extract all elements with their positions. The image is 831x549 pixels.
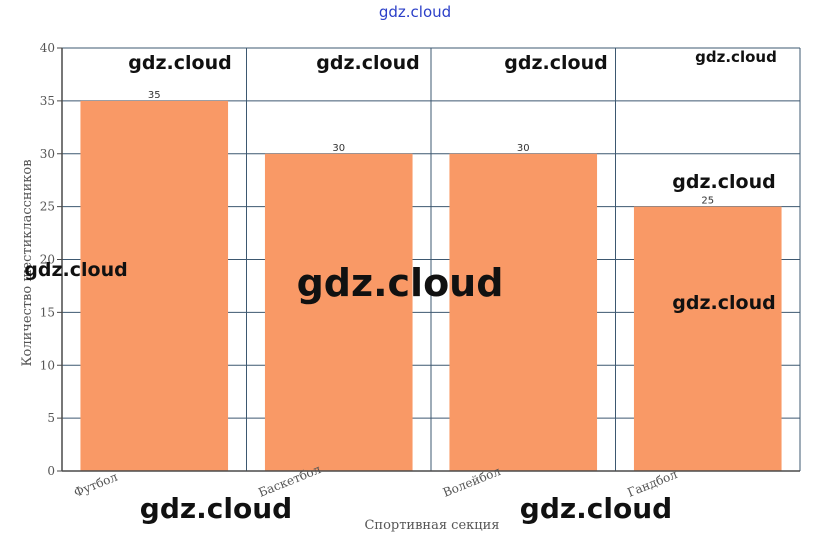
watermark: gdz.cloud: [672, 171, 775, 193]
watermark-top: gdz.cloud: [379, 3, 451, 21]
y-axis-title: Количество шестиклассников: [20, 159, 35, 366]
data-label: 30: [332, 143, 345, 154]
data-labels: 35 30 30 25: [148, 90, 714, 207]
data-label: 30: [517, 143, 530, 154]
x-axis-title: Спортивная секция: [364, 518, 499, 533]
y-tick-label: 5: [47, 411, 55, 425]
y-tick-labels: 0 5 10 15 20 25 30 35 40: [40, 41, 62, 478]
watermark: gdz.cloud: [297, 261, 504, 305]
y-tick-label: 20: [40, 253, 55, 267]
data-label: 35: [148, 90, 161, 101]
watermark: gdz.cloud: [695, 48, 777, 66]
watermark: gdz.cloud: [520, 492, 672, 525]
y-tick-label: 15: [40, 305, 55, 319]
bar: [264, 153, 413, 471]
watermark: gdz.cloud: [24, 259, 127, 281]
bar: [80, 100, 229, 471]
y-tick-label: 0: [47, 464, 55, 478]
watermark: gdz.cloud: [140, 492, 292, 525]
watermark: gdz.cloud: [504, 52, 607, 74]
data-label: 25: [701, 196, 714, 207]
y-tick-label: 25: [40, 200, 55, 214]
y-tick-label: 10: [40, 358, 55, 372]
bar: [633, 206, 782, 471]
y-tick-label: 30: [40, 147, 55, 161]
watermark: gdz.cloud: [672, 292, 775, 314]
watermark: gdz.cloud: [316, 52, 419, 74]
y-tick-label: 40: [40, 41, 55, 55]
watermark: gdz.cloud: [128, 52, 231, 74]
bar: [449, 153, 598, 471]
y-tick-label: 35: [40, 94, 55, 108]
bars: [80, 100, 782, 471]
x-tick-label: Футбол: [72, 470, 120, 500]
